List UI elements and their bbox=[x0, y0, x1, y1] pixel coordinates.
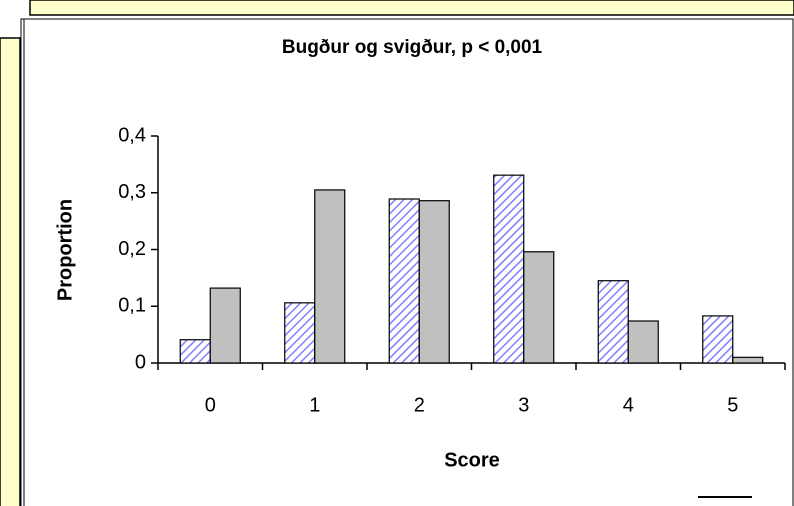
chart-title: Bugður og svigður, p < 0,001 bbox=[282, 37, 543, 58]
top-band bbox=[29, 0, 794, 16]
side-panel bbox=[0, 37, 21, 506]
bar bbox=[179, 339, 211, 364]
bar bbox=[493, 174, 525, 364]
x-tick-label: 2 bbox=[414, 394, 425, 416]
bar bbox=[627, 320, 659, 364]
bar bbox=[284, 302, 316, 364]
bar bbox=[523, 251, 555, 364]
x-tick-label: 4 bbox=[623, 394, 634, 416]
x-tick-label: 3 bbox=[518, 394, 529, 416]
bar bbox=[314, 189, 346, 364]
y-tick-label: 0,1 bbox=[118, 295, 146, 317]
y-tick-label: 0,2 bbox=[118, 238, 146, 260]
bar bbox=[209, 287, 241, 364]
bar bbox=[702, 315, 734, 364]
bar bbox=[418, 200, 450, 364]
x-axis-label: Score bbox=[444, 449, 500, 471]
y-axis-label: Proportion bbox=[54, 199, 76, 301]
x-tick-label: 5 bbox=[727, 394, 738, 416]
bar bbox=[388, 198, 420, 364]
x-tick-label: 0 bbox=[205, 394, 216, 416]
bar bbox=[732, 356, 764, 364]
y-tick-label: 0 bbox=[135, 351, 146, 373]
y-tick-label: 0,3 bbox=[118, 181, 146, 203]
x-tick-label: 1 bbox=[309, 394, 320, 416]
bar bbox=[597, 280, 629, 364]
y-tick-label: 0,4 bbox=[118, 124, 146, 146]
